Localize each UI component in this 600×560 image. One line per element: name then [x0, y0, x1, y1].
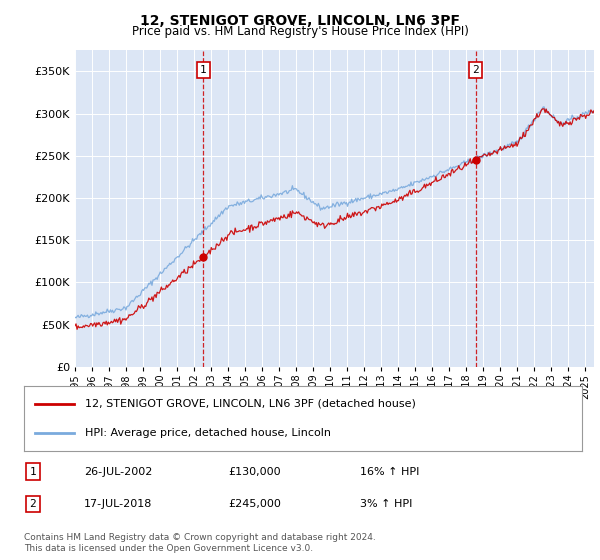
Text: 3% ↑ HPI: 3% ↑ HPI — [360, 499, 412, 509]
Text: 26-JUL-2002: 26-JUL-2002 — [84, 466, 152, 477]
Text: 2: 2 — [472, 65, 479, 75]
Text: £130,000: £130,000 — [228, 466, 281, 477]
Text: 1: 1 — [29, 466, 37, 477]
Text: £245,000: £245,000 — [228, 499, 281, 509]
Text: 12, STENIGOT GROVE, LINCOLN, LN6 3PF (detached house): 12, STENIGOT GROVE, LINCOLN, LN6 3PF (de… — [85, 399, 416, 409]
Text: 16% ↑ HPI: 16% ↑ HPI — [360, 466, 419, 477]
Text: 12, STENIGOT GROVE, LINCOLN, LN6 3PF: 12, STENIGOT GROVE, LINCOLN, LN6 3PF — [140, 14, 460, 28]
Text: 17-JUL-2018: 17-JUL-2018 — [84, 499, 152, 509]
Text: 2: 2 — [29, 499, 37, 509]
Text: Price paid vs. HM Land Registry's House Price Index (HPI): Price paid vs. HM Land Registry's House … — [131, 25, 469, 38]
Text: 1: 1 — [200, 65, 207, 75]
Text: Contains HM Land Registry data © Crown copyright and database right 2024.
This d: Contains HM Land Registry data © Crown c… — [24, 533, 376, 553]
Text: HPI: Average price, detached house, Lincoln: HPI: Average price, detached house, Linc… — [85, 428, 331, 438]
